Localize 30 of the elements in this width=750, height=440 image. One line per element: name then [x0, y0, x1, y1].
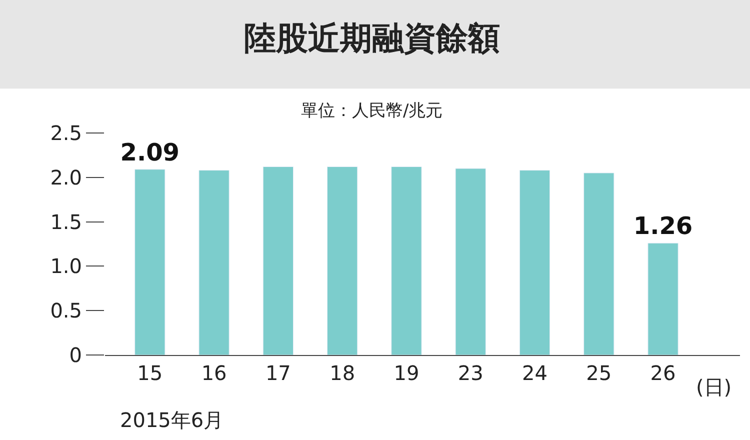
data-label: 2.09: [120, 138, 180, 166]
x-tick-label: 17: [265, 361, 291, 385]
text: 2015年6月: [120, 408, 224, 432]
x-tick-label: 18: [330, 361, 356, 385]
y-tick-label: 1.0: [50, 254, 82, 278]
x-tick-label: 23: [458, 361, 484, 385]
bar: [198, 170, 230, 355]
bar: [327, 166, 358, 355]
chart-subtitle: 單位：人民幣/兆元: [301, 101, 443, 121]
x-tick-label: 19: [394, 361, 420, 385]
data-label: 1.26: [633, 212, 693, 240]
x-tick-label: 15: [137, 361, 163, 385]
bar: [519, 170, 550, 355]
y-tick-label: 0: [69, 343, 82, 367]
bar: [134, 169, 166, 355]
bar: [455, 168, 486, 355]
y-tick-label: 2.5: [50, 121, 82, 145]
x-tick-label: 25: [586, 361, 612, 385]
y-tick-label: 0.5: [50, 298, 82, 323]
bar: [584, 172, 614, 355]
chart-title: 陸股近期融資餘額: [244, 19, 500, 57]
x-axis-title: (日): [696, 375, 732, 399]
y-tick-label: 2.0: [50, 165, 82, 190]
y-tick-label: 1.5: [50, 210, 82, 234]
bar: [262, 166, 294, 355]
x-tick-label: 24: [522, 361, 548, 385]
bar: [391, 166, 422, 355]
x-tick-label: 26: [650, 361, 676, 385]
bar: [648, 242, 678, 355]
x-tick-label: 16: [201, 361, 227, 385]
